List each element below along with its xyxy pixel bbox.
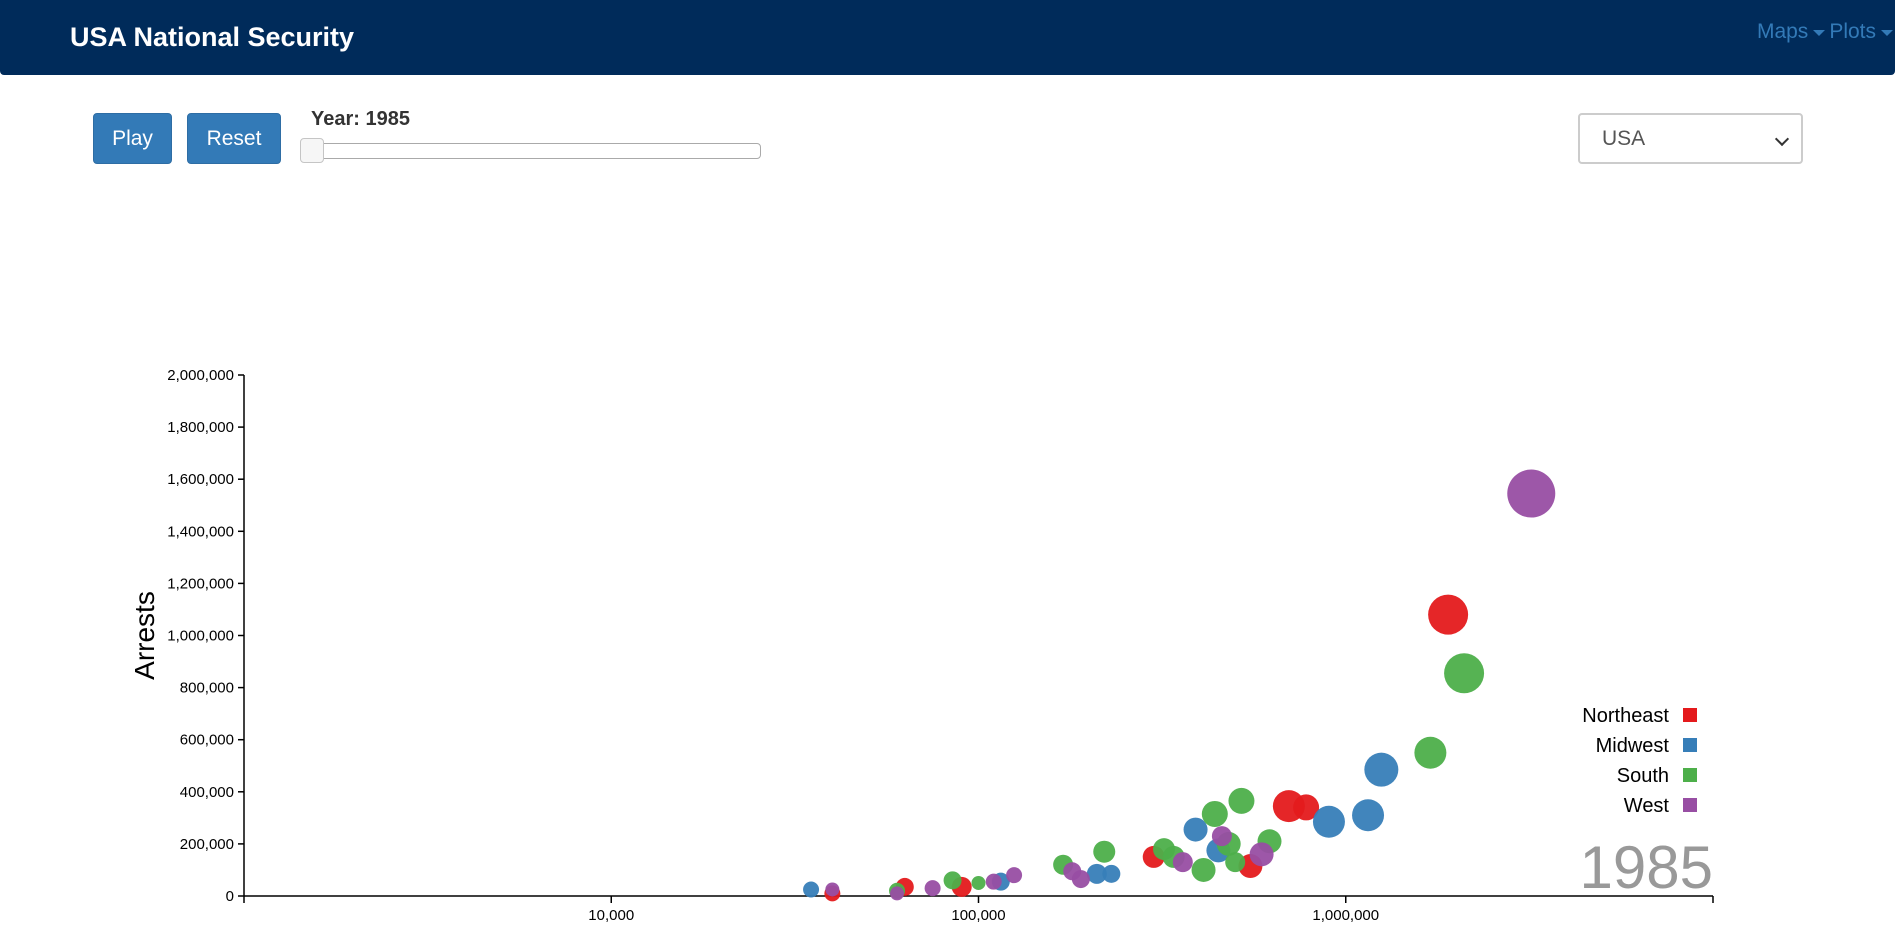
- bubble-south: [943, 871, 962, 890]
- bubble-west: [825, 882, 840, 897]
- reset-button[interactable]: Reset: [187, 113, 281, 164]
- y-tick-label: 600,000: [180, 732, 234, 749]
- legend-label: South: [1617, 765, 1669, 787]
- y-tick-label: 0: [226, 888, 234, 905]
- navbar: USA National Security Maps Plots: [0, 0, 1895, 75]
- nav-menu: Maps Plots: [1755, 20, 1895, 44]
- y-tick-label: 800,000: [180, 680, 234, 697]
- y-tick-label: 1,800,000: [167, 419, 234, 436]
- bubble-west: [1211, 826, 1232, 847]
- bubble-midwest: [1102, 864, 1121, 883]
- bubble-south: [1093, 840, 1116, 863]
- brand-title[interactable]: USA National Security: [70, 22, 355, 52]
- play-button[interactable]: Play: [93, 113, 172, 164]
- bubble-west: [924, 880, 941, 897]
- bubble-northeast: [1428, 594, 1469, 635]
- y-tick-label: 400,000: [180, 784, 234, 801]
- y-tick-label: 1,200,000: [167, 575, 234, 592]
- region-select-value: USA: [1602, 126, 1646, 150]
- x-tick-label: 10,000: [588, 907, 634, 924]
- bubble-midwest: [1312, 805, 1345, 838]
- bubble-west: [890, 886, 905, 901]
- bubble-northeast: [1293, 794, 1320, 821]
- x-tick-label: 100,000: [951, 907, 1005, 924]
- bubble-west: [985, 873, 1002, 890]
- bubble-west: [1507, 469, 1556, 518]
- y-axis-label: Arrests: [129, 591, 160, 680]
- region-select[interactable]: USA: [1578, 113, 1803, 164]
- bubble-west: [1006, 867, 1023, 884]
- y-tick-label: 2,000,000: [167, 367, 234, 384]
- y-tick-label: 1,600,000: [167, 471, 234, 488]
- bubble-south: [1225, 852, 1246, 873]
- caret-down-icon: [1881, 30, 1893, 36]
- bubble-south: [1201, 800, 1228, 827]
- plots-menu[interactable]: Plots: [1827, 20, 1895, 44]
- maps-menu-label: Maps: [1756, 20, 1809, 43]
- year-watermark: 1985: [1580, 834, 1713, 901]
- bubble-midwest: [1352, 799, 1385, 832]
- caret-down-icon: [1813, 30, 1826, 36]
- bubble-midwest: [803, 881, 820, 898]
- bubble-south: [1228, 787, 1255, 814]
- year-label: Year: 1985: [311, 108, 410, 130]
- y-tick-label: 200,000: [180, 836, 234, 853]
- x-tick-label: 1,000,000: [1312, 907, 1379, 924]
- legend-swatch: [1683, 798, 1697, 812]
- legend-label: Midwest: [1596, 735, 1670, 757]
- year-slider-handle[interactable]: [300, 138, 324, 163]
- bubble-south: [1191, 857, 1216, 882]
- bubble-west: [1172, 852, 1193, 873]
- bubble-south: [1414, 736, 1447, 769]
- legend-swatch: [1683, 768, 1697, 782]
- y-tick-label: 1,000,000: [167, 628, 234, 645]
- bubble-midwest: [1086, 863, 1107, 884]
- bubble-west: [1249, 842, 1274, 867]
- bubble-midwest: [1364, 752, 1399, 787]
- bubble-midwest: [1183, 817, 1208, 842]
- bubble-west: [1071, 870, 1090, 889]
- legend-swatch: [1683, 738, 1697, 752]
- plots-menu-label: Plots: [1829, 20, 1876, 43]
- legend-label: West: [1624, 795, 1670, 817]
- bubble-south: [1444, 653, 1485, 694]
- bubble-south: [971, 875, 986, 890]
- legend-label: Northeast: [1582, 705, 1669, 727]
- legend-swatch: [1683, 708, 1697, 722]
- y-tick-label: 1,400,000: [167, 523, 234, 540]
- maps-menu[interactable]: Maps: [1755, 20, 1827, 44]
